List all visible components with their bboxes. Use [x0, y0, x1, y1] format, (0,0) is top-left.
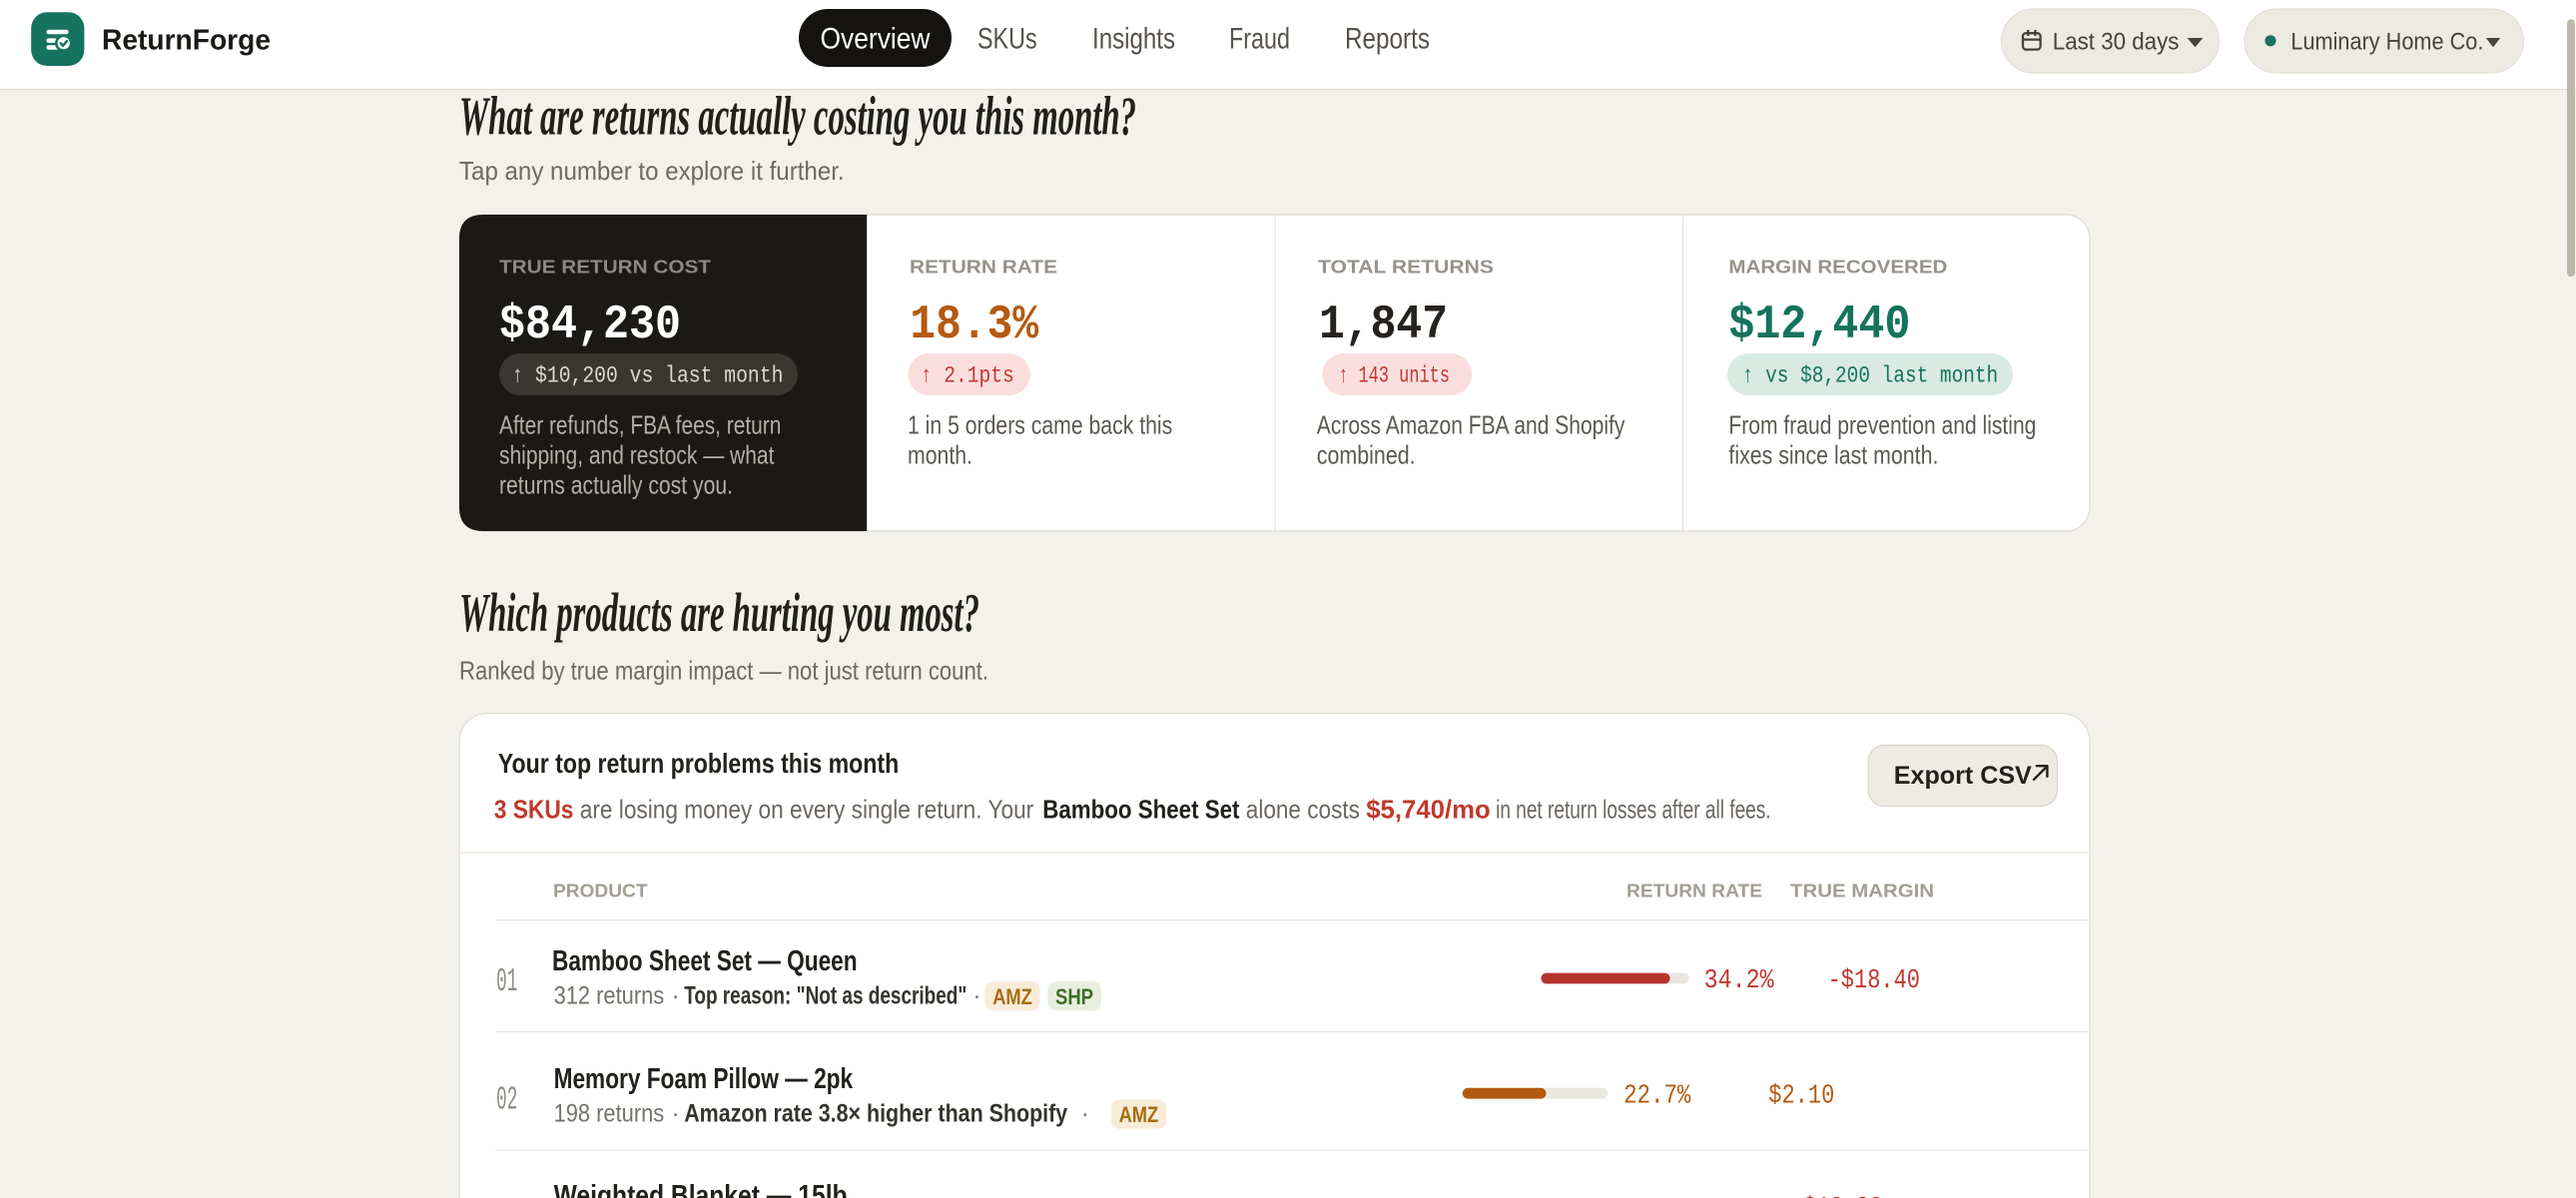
svg-text:Export CSV: Export CSV	[1894, 762, 2032, 790]
svg-text:month.: month.	[908, 440, 972, 470]
svg-text:$12,440: $12,440	[1728, 299, 1910, 352]
svg-text:1,847: 1,847	[1319, 299, 1448, 352]
svg-text:↑ 2.1pts: ↑ 2.1pts	[921, 362, 1014, 388]
svg-text:fixes since last month.: fixes since last month.	[1728, 440, 1938, 470]
svg-text:AMZ: AMZ	[992, 984, 1032, 1009]
svg-text:$2.10: $2.10	[1768, 1081, 1834, 1111]
svg-text:From fraud prevention and list: From fraud prevention and listing	[1728, 410, 2036, 440]
svg-text:Last 30 days: Last 30 days	[2053, 29, 2180, 56]
svg-text:Bamboo Sheet Set: Bamboo Sheet Set	[1042, 795, 1240, 825]
svg-text:MARGIN RECOVERED: MARGIN RECOVERED	[1728, 257, 1947, 278]
svg-text:·: ·	[671, 982, 679, 1009]
svg-text:·: ·	[671, 1101, 679, 1128]
svg-text:returns actually cost you.: returns actually cost you.	[499, 470, 733, 500]
svg-text:Top reason: "Not as described": Top reason: "Not as described"	[684, 982, 966, 1009]
svg-text:Amazon rate 3.8× higher than S: Amazon rate 3.8× higher than Shopify	[684, 1101, 1067, 1128]
svg-text:↑ vs $8,200 last month: ↑ vs $8,200 last month	[1742, 362, 1998, 388]
svg-text:Fraud: Fraud	[1229, 23, 1290, 56]
svg-text:Across Amazon FBA and Shopify: Across Amazon FBA and Shopify	[1317, 410, 1625, 440]
svg-text:combined.: combined.	[1317, 440, 1416, 470]
svg-text:TOTAL RETURNS: TOTAL RETURNS	[1318, 257, 1494, 278]
svg-text:02: 02	[496, 1082, 517, 1119]
svg-text:SKUs: SKUs	[977, 23, 1037, 56]
svg-text:Your top return problems this: Your top return problems this month	[498, 748, 899, 779]
svg-text:$84,230: $84,230	[499, 299, 681, 352]
svg-text:-$12.80: -$12.80	[1790, 1194, 1882, 1198]
svg-text:are losing money on every sing: are losing money on every single return.…	[574, 795, 1040, 825]
svg-text:SHP: SHP	[1055, 984, 1093, 1009]
svg-text:PRODUCT: PRODUCT	[553, 881, 648, 901]
svg-text:22.7%: 22.7%	[1623, 1081, 1691, 1111]
svg-text:34.2%: 34.2%	[1704, 966, 1775, 996]
svg-text:Reports: Reports	[1345, 23, 1430, 56]
svg-text:in net return losses after all: in net return losses after all fees.	[1491, 795, 1771, 825]
svg-text:TRUE MARGIN: TRUE MARGIN	[1790, 881, 1934, 901]
svg-text:ReturnForge: ReturnForge	[102, 24, 271, 56]
svg-text:18.3%: 18.3%	[910, 299, 1038, 352]
svg-text:Overview: Overview	[821, 23, 931, 56]
svg-text:3 SKUs: 3 SKUs	[494, 795, 574, 825]
svg-text:01: 01	[496, 963, 517, 1000]
svg-text:↑ $10,200 vs last month: ↑ $10,200 vs last month	[511, 362, 783, 388]
svg-text:·: ·	[1081, 1101, 1089, 1128]
svg-text:↑ 143 units: ↑ 143 units	[1338, 362, 1450, 388]
svg-text:$5,740/mo: $5,740/mo	[1366, 795, 1491, 825]
svg-text:TRUE RETURN COST: TRUE RETURN COST	[499, 257, 712, 278]
svg-text:What are returns actually cost: What are returns actually costing you th…	[459, 85, 1136, 146]
svg-text:Bamboo Sheet Set — Queen: Bamboo Sheet Set — Queen	[552, 945, 858, 977]
svg-text:Memory Foam Pillow — 2pk: Memory Foam Pillow — 2pk	[554, 1063, 854, 1095]
svg-text:Insights: Insights	[1092, 23, 1175, 56]
svg-text:RETURN RATE: RETURN RATE	[910, 257, 1057, 278]
svg-text:Luminary Home Co.: Luminary Home Co.	[2290, 29, 2483, 56]
svg-text:Weighted Blanket — 15lb: Weighted Blanket — 15lb	[554, 1180, 848, 1198]
svg-text:AMZ: AMZ	[1119, 1102, 1159, 1127]
svg-text:Which products are hurting you: Which products are hurting you most?	[459, 582, 979, 643]
svg-text:shipping, and restock — what: shipping, and restock — what	[499, 440, 775, 470]
svg-text:RETURN RATE: RETURN RATE	[1626, 881, 1762, 901]
svg-text:1 in 5 orders came back this: 1 in 5 orders came back this	[908, 410, 1172, 440]
svg-text:·: ·	[972, 982, 980, 1009]
svg-text:After refunds, FBA fees, retur: After refunds, FBA fees, return	[499, 410, 781, 440]
svg-text:alone costs: alone costs	[1240, 795, 1367, 825]
svg-text:-$18.40: -$18.40	[1828, 966, 1920, 996]
svg-text:312 returns: 312 returns	[554, 982, 665, 1009]
svg-text:Ranked by true margin impact —: Ranked by true margin impact — not just …	[459, 656, 988, 686]
svg-text:Tap any number to explore it f: Tap any number to explore it further.	[459, 156, 845, 186]
svg-text:198 returns: 198 returns	[554, 1101, 665, 1128]
